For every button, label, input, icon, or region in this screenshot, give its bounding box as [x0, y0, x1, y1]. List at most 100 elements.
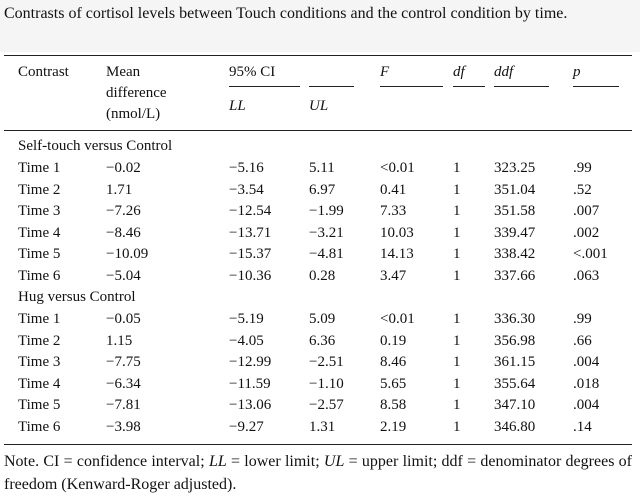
table-row: Time 6 −3.98 −9.27 1.31 2.19 1 346.80 .14 [0, 416, 640, 438]
note-ul-term: UL [323, 453, 345, 470]
header-df: df [453, 64, 465, 80]
df-value: 1 [453, 311, 461, 327]
f-value: 8.46 [380, 354, 407, 371]
header-ll: LL [229, 98, 246, 114]
df-value: 1 [453, 332, 461, 349]
note-text: Note. CI = confidence interval; [4, 453, 209, 470]
mean-difference: −7.75 [106, 354, 141, 371]
row-time: Time 1 [18, 311, 61, 327]
header-mean-line3: (nmol/L) [106, 106, 161, 122]
ci-upper-limit: −2.57 [309, 397, 344, 414]
ci-lower-limit: −13.71 [229, 224, 272, 241]
row-time: Time 1 [18, 160, 61, 176]
caption-band [0, 0, 640, 52]
p-value: .002 [573, 224, 600, 241]
f-value: 8.58 [380, 397, 407, 414]
ci-upper-limit: 6.97 [309, 181, 336, 198]
ci-lower-limit: −5.19 [229, 311, 264, 327]
table-note: Note. CI = confidence interval; LL = low… [4, 450, 632, 496]
header-ddf: ddf [494, 64, 514, 80]
df-value: 1 [453, 246, 461, 263]
ci-upper-limit: 5.11 [309, 160, 335, 176]
note-text: = upper limit; ddf = de­nominator degree… [4, 453, 633, 493]
p-value: .99 [573, 311, 592, 327]
ci-lower-limit: −13.06 [229, 397, 272, 414]
ci-upper-limit: −1.99 [309, 203, 344, 220]
ci-upper-limit: −3.21 [309, 224, 344, 241]
mean-difference: −5.04 [106, 268, 141, 284]
mean-difference: −8.46 [106, 224, 141, 241]
ddf-value: 323.25 [494, 160, 536, 176]
mean-difference: −7.81 [106, 397, 141, 414]
f-value: <0.01 [380, 160, 415, 176]
group-label: Hug versus Control [18, 289, 136, 305]
ddf-value: 339.47 [494, 224, 536, 241]
mean-difference: −0.02 [106, 160, 141, 176]
ci-upper-limit: 0.28 [309, 268, 336, 284]
row-time: Time 5 [18, 397, 61, 414]
p-value: <.001 [573, 246, 608, 263]
table-caption: Contrasts of cortisol levels between Tou… [4, 5, 568, 22]
ddf-value: 351.04 [494, 181, 536, 198]
f-underline [380, 86, 443, 87]
df-value: 1 [453, 419, 461, 435]
ci-lower-limit: −4.05 [229, 332, 264, 349]
ddf-value: 356.98 [494, 332, 536, 349]
p-value: .004 [573, 354, 600, 371]
note-text: = lower limit; [226, 453, 324, 470]
mean-difference: −0.05 [106, 311, 141, 327]
p-value: .063 [573, 268, 600, 284]
df-underline [453, 86, 485, 87]
header-mean-line1: Mean [106, 64, 141, 80]
table-row: Time 1 −0.05 −5.19 5.09 <0.01 1 336.30 .99 [0, 308, 640, 330]
table-row: Time 6 −5.04 −10.36 0.28 3.47 1 337.66 .063 [0, 265, 640, 287]
header-f: F [380, 64, 390, 80]
ci-lower-limit: −9.27 [229, 419, 264, 435]
f-value: 5.65 [380, 375, 407, 392]
ci-upper-limit: −2.51 [309, 354, 344, 371]
ci-lower-limit: −12.99 [229, 354, 272, 371]
df-value: 1 [453, 354, 461, 371]
f-value: 7.33 [380, 203, 407, 220]
ci-upper-limit: 5.09 [309, 311, 336, 327]
row-time: Time 2 [18, 181, 61, 198]
table-row: Time 2 1.15 −4.05 6.36 0.19 1 356.98 .66 [0, 330, 640, 352]
mean-difference: 1.15 [106, 332, 133, 349]
df-value: 1 [453, 224, 461, 241]
row-time: Time 5 [18, 246, 61, 263]
ci-lower-limit: −15.37 [229, 246, 272, 263]
row-time: Time 4 [18, 375, 61, 392]
table-row: Time 3 −7.26 −12.54 −1.99 7.33 1 351.58 .007 [0, 200, 640, 222]
top-rule [4, 55, 632, 56]
p-value: .14 [573, 419, 592, 435]
df-value: 1 [453, 203, 461, 220]
group-label: Self-touch versus Control [18, 138, 173, 154]
table-row: Time 2 1.71 −3.54 6.97 0.41 1 351.04 .52 [0, 179, 640, 201]
ci-upper-limit: 1.31 [309, 419, 336, 435]
table-row: Time 1 −0.02 −5.16 5.11 <0.01 1 323.25 .99 [0, 157, 640, 179]
row-time: Time 3 [18, 354, 61, 371]
mean-difference: −6.34 [106, 375, 141, 392]
ddf-underline [494, 86, 549, 87]
ci-underline-right [309, 86, 354, 87]
ci-underline [229, 86, 300, 87]
row-time: Time 6 [18, 419, 61, 435]
table-row: Time 4 −6.34 −11.59 −1.10 5.65 1 355.64 .018 [0, 373, 640, 395]
ddf-value: 361.15 [494, 354, 536, 371]
ci-upper-limit: −1.10 [309, 375, 344, 392]
row-time: Time 6 [18, 268, 61, 284]
header-ci: 95% CI [229, 64, 276, 80]
f-value: 3.47 [380, 268, 407, 284]
row-time: Time 4 [18, 224, 61, 241]
f-value: <0.01 [380, 311, 415, 327]
ddf-value: 346.80 [494, 419, 536, 435]
f-value: 10.03 [380, 224, 414, 241]
df-value: 1 [453, 397, 461, 414]
p-value: .018 [573, 375, 600, 392]
header-contrast: Contrast [18, 64, 69, 80]
df-value: 1 [453, 268, 461, 284]
p-underline [573, 86, 619, 87]
mean-difference: 1.71 [106, 181, 133, 198]
f-value: 0.41 [380, 181, 407, 198]
